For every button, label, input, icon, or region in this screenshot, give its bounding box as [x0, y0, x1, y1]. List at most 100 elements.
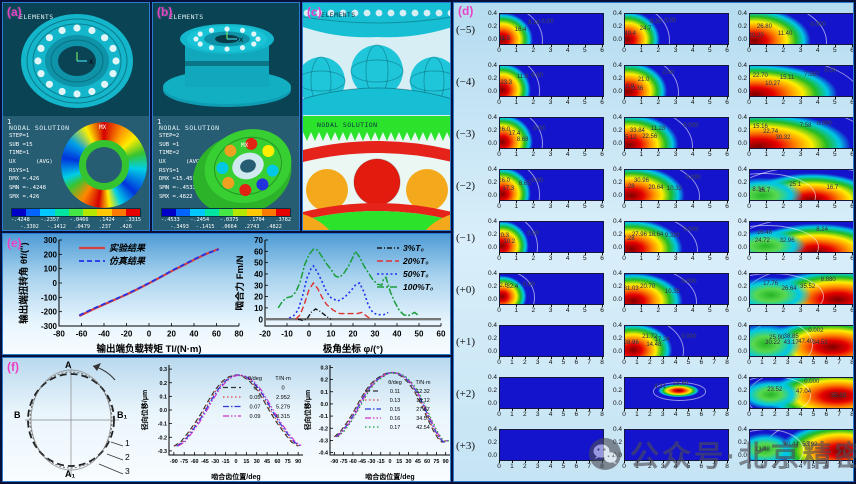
- x-tick: [761, 356, 763, 359]
- x-tick-label: 5: [708, 151, 712, 158]
- x-tick: [692, 304, 694, 307]
- svg-text:0.2: 0.2: [321, 378, 329, 384]
- svg-text:0: 0: [281, 386, 284, 392]
- ansys-result-text-b: STEP=2 SUB =1 TIME=2 UX (AVG) RSYS=1 DMX =15.…: [159, 133, 203, 200]
- x-tick-label: 2: [781, 47, 786, 54]
- x-tick: [662, 460, 664, 463]
- x-tick-label: 1: [639, 307, 643, 314]
- x-tick-label: 2: [772, 359, 777, 366]
- x-tick-label: 3: [548, 203, 553, 210]
- x-tick: [800, 408, 802, 411]
- y-tick-label: 0.0: [737, 296, 747, 303]
- y-tick-label: 0.2: [487, 75, 497, 82]
- x-tick-label: 0: [497, 411, 501, 418]
- contour-label: 8.880: [820, 277, 836, 283]
- x-tick-label: 7: [587, 463, 591, 470]
- svg-text:45: 45: [264, 459, 270, 465]
- x-tick-label: 1: [764, 255, 768, 262]
- nodal-inner-ring-a: [79, 140, 129, 190]
- x-tick: [658, 96, 660, 99]
- y-tick-label: 0.4: [487, 218, 497, 225]
- x-tick: [709, 200, 711, 203]
- heatmap-row: (+0)0.40.20.042.632.40.0001234560.40.20.…: [456, 270, 853, 322]
- svg-text:60: 60: [424, 459, 430, 465]
- orbit-curve-1: 1: [125, 438, 130, 448]
- x-axis: 0 1 2 3 4 5 6 7 8: [497, 408, 604, 421]
- x-tick: [692, 200, 694, 203]
- x-tick-label: 6: [725, 99, 729, 106]
- x-tick-label: 4: [565, 151, 570, 158]
- x-tick: [537, 356, 539, 359]
- x-tick: [800, 252, 802, 255]
- svg-text:20: 20: [349, 330, 358, 339]
- wechat-icon: [589, 438, 621, 470]
- x-tick-label: 0: [622, 411, 626, 418]
- x-tick-label: 6: [600, 151, 604, 158]
- x-tick-label: 5: [708, 99, 712, 106]
- x-axis: 0 1 2 3 4 5 6: [747, 44, 853, 57]
- svg-text:60: 60: [212, 330, 221, 339]
- radial-displacement-chart-2: -90 -75 -60 -45 -30 -15 0 15 30 45 60 75 90 -0.4 -0.3 -…: [303, 365, 450, 481]
- x-tick-label: 0: [747, 411, 751, 418]
- svg-text:75: 75: [285, 459, 291, 465]
- x-tick: [499, 408, 500, 411]
- contour-label: 0.00: [527, 231, 539, 237]
- svg-text:0: 0: [259, 315, 264, 324]
- x-axis: 0 1 2 3 4 5 6 7 8: [747, 460, 853, 473]
- y-tick-label: 0.4: [487, 62, 497, 69]
- x-tick: [727, 408, 728, 411]
- svg-text:-90: -90: [170, 459, 178, 465]
- x-tick-label: 6: [850, 307, 854, 314]
- y-tick-label: 0.0: [487, 88, 497, 95]
- x-tick-label: 3: [660, 463, 665, 470]
- contour-label: 55.28: [831, 393, 847, 399]
- heatmap-grid: (−5) 0.4 0.2 0.0 41.5 16.4 8.16 0.00 0 1 2 3 4 5 6 0.4 0…: [456, 10, 853, 481]
- colorbar-value: -.2454: [190, 217, 210, 223]
- contour-label: 34.53: [812, 339, 828, 346]
- panel-c-label: (c): [307, 5, 322, 19]
- x-tick: [834, 200, 836, 203]
- y-tick-label: 0.4: [487, 426, 497, 433]
- y-tick-label: 0.4: [737, 10, 747, 17]
- contour-plot: 4.31 18.60: [624, 377, 729, 409]
- row-label: (−1): [456, 232, 476, 244]
- svg-text:0.17: 0.17: [390, 425, 401, 431]
- x-tick-label: 2: [531, 47, 536, 54]
- contour-label: 11.28: [650, 126, 666, 133]
- svg-text:-0.1: -0.1: [319, 414, 328, 420]
- x-tick: [688, 460, 690, 463]
- x-axis: 0 1 2 3 4 5 6: [622, 148, 729, 161]
- panel-b-label: (b): [157, 5, 173, 19]
- x-tick: [658, 148, 660, 151]
- y-tick-label: 0.4: [737, 374, 747, 381]
- y-tick-label: 0.4: [612, 114, 622, 121]
- x-axis: 0 1 2 3 4 5 6: [497, 44, 604, 57]
- x-tick-label: 3: [798, 99, 803, 106]
- contour-plot: [499, 377, 604, 409]
- x-tick-label: 2: [781, 99, 786, 106]
- x-tick-label: 3: [535, 411, 540, 418]
- y-tick-label: 0.2: [487, 23, 497, 30]
- x-tick-label: 6: [574, 411, 579, 418]
- x-tick: [499, 96, 500, 99]
- svg-text:20: 20: [254, 293, 263, 302]
- contour-line: [750, 378, 812, 408]
- svg-text:θ/deg: θ/deg: [388, 380, 402, 386]
- x-tick-label: 5: [686, 359, 691, 366]
- contour-line: [750, 326, 813, 356]
- contour-label: 20.64: [648, 185, 664, 191]
- y-tick-label: 0.0: [612, 400, 622, 407]
- x-tick-label: 2: [656, 151, 661, 158]
- row-label: (−2): [456, 180, 476, 192]
- svg-text:40: 40: [254, 270, 263, 279]
- x-tick-label: 0: [747, 359, 751, 366]
- watermark: 公众号·北京精密: [588, 433, 856, 475]
- contour-line: [652, 382, 707, 401]
- x-axis: 0 1 2 3 4 5 6: [497, 200, 604, 213]
- x-tick: [749, 356, 750, 359]
- x-tick-label: 8: [725, 359, 729, 366]
- x-tick-label: 0: [497, 359, 501, 366]
- x-tick-label: 1: [639, 151, 643, 158]
